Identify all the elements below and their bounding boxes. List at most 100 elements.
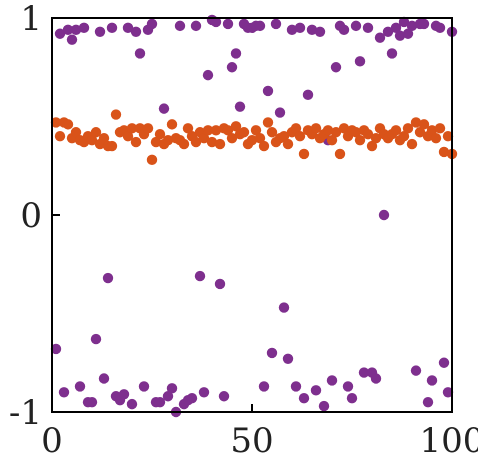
data-point-s1-53: [262, 117, 274, 128]
data-point-s0-92: [418, 18, 430, 30]
data-point-s1-96: [434, 123, 446, 134]
data-point-s0-13: [102, 272, 114, 284]
y-tick-label-1: 0: [20, 196, 42, 236]
data-point-s1-14: [106, 140, 118, 152]
data-point-s0-11: [94, 26, 106, 37]
data-point-s0-40: [210, 16, 222, 28]
data-point-s1-75: [350, 127, 362, 138]
y-tick-label-2: 1: [20, 0, 42, 39]
data-point-s0-5: [70, 24, 82, 36]
data-point-s1-41: [214, 138, 226, 150]
data-point-s0-78: [362, 22, 374, 34]
data-point-s1-1: [54, 131, 66, 142]
data-point-s1-10: [90, 127, 102, 138]
data-point-s0-54: [266, 347, 278, 359]
data-point-s0-67: [318, 400, 330, 412]
data-point-s1-25: [150, 136, 162, 148]
data-point-s1-91: [414, 127, 426, 138]
data-point-s0-7: [78, 22, 90, 34]
data-point-s0-56: [274, 107, 286, 118]
data-point-s0-89: [406, 20, 418, 32]
data-point-s0-44: [226, 62, 238, 73]
data-point-s0-35: [190, 20, 202, 32]
data-point-s0-93: [422, 396, 434, 408]
data-point-s0-18: [122, 22, 134, 34]
data-point-s1-65: [310, 123, 322, 134]
data-point-s1-3: [62, 119, 74, 130]
data-point-s0-82: [378, 209, 390, 221]
data-point-s1-60: [290, 123, 302, 134]
data-point-s1-15: [110, 109, 122, 120]
data-point-s1-0: [50, 117, 62, 128]
data-point-s1-5: [70, 127, 82, 138]
data-point-s0-37: [198, 387, 210, 398]
data-point-s0-38: [202, 69, 214, 81]
data-point-s1-69: [326, 134, 338, 146]
series-0: [50, 14, 458, 418]
data-point-s0-24: [146, 18, 158, 30]
data-point-s0-45: [230, 48, 242, 59]
x-tick-label-2: 100: [420, 421, 478, 461]
data-point-s0-14: [106, 22, 118, 34]
data-point-s0-86: [394, 30, 406, 41]
x-tick-label-1: 50: [230, 421, 273, 461]
data-point-s0-83: [382, 26, 394, 37]
data-point-s0-87: [398, 16, 410, 28]
data-point-s0-77: [358, 367, 370, 378]
x-tick-label-0: 0: [41, 421, 63, 461]
data-point-s0-88: [402, 28, 414, 39]
data-point-s0-22: [138, 381, 150, 392]
data-point-s0-61: [294, 22, 306, 34]
data-point-s1-47: [238, 127, 250, 138]
y-tick-label-0: -1: [9, 393, 42, 433]
data-point-s1-61: [294, 131, 306, 142]
data-point-s0-27: [158, 103, 170, 114]
data-point-s1-9: [86, 134, 98, 146]
data-point-s1-97: [438, 146, 450, 158]
data-point-s0-43: [222, 18, 234, 30]
data-point-s1-92: [418, 119, 430, 130]
data-point-s0-42: [218, 391, 230, 402]
data-point-s1-70: [330, 127, 342, 138]
data-point-s0-10: [90, 333, 102, 345]
data-point-s0-60: [290, 381, 302, 392]
data-point-s1-32: [178, 138, 190, 150]
axis-ticks: [51, 17, 453, 413]
data-point-s0-96: [434, 22, 446, 34]
data-point-s0-76: [354, 56, 366, 67]
data-point-s0-72: [338, 24, 350, 36]
plot-frame: [51, 17, 453, 413]
data-point-s1-38: [202, 125, 214, 136]
data-point-s1-62: [298, 148, 310, 160]
data-point-s1-88: [402, 123, 414, 134]
data-point-s1-58: [282, 138, 294, 150]
data-point-s0-4: [66, 34, 78, 45]
data-point-s1-54: [266, 127, 278, 138]
data-point-s0-31: [174, 20, 186, 32]
data-point-s1-80: [370, 132, 382, 144]
data-point-s0-21: [134, 48, 146, 59]
data-point-s0-17: [118, 389, 130, 400]
data-point-s1-37: [198, 132, 210, 144]
data-points: [50, 14, 458, 418]
data-point-s1-95: [430, 132, 442, 144]
data-point-s1-20: [130, 136, 142, 148]
data-point-s1-87: [398, 131, 410, 142]
data-point-s1-57: [278, 131, 290, 142]
data-point-s0-52: [258, 381, 270, 392]
data-point-s0-59: [286, 24, 298, 36]
data-point-s1-29: [166, 119, 178, 130]
data-point-s1-19: [126, 123, 138, 134]
data-point-s1-85: [390, 125, 402, 136]
data-point-s0-63: [302, 89, 314, 101]
data-point-s0-26: [154, 396, 166, 408]
data-point-s0-46: [234, 101, 246, 112]
series-1: [50, 109, 458, 166]
data-point-s0-2: [58, 387, 70, 398]
data-point-s0-70: [330, 62, 342, 73]
data-point-s0-53: [262, 85, 274, 97]
data-point-s1-45: [230, 121, 242, 132]
data-point-s1-23: [142, 123, 154, 134]
data-point-s0-9: [86, 396, 98, 408]
